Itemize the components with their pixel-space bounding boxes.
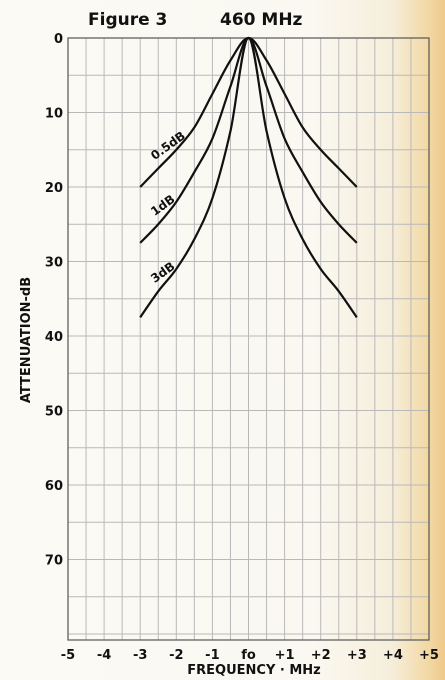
x-tick-label: +3: [347, 648, 367, 663]
x-tick-label: +2: [311, 648, 331, 663]
chart-title: Figure 3: [88, 10, 167, 30]
series-label-1dB: 1dB: [148, 192, 177, 219]
x-tick-label: -3: [133, 648, 147, 663]
series-line-3dB: [139, 36, 358, 319]
y-tick-label: 40: [45, 330, 63, 345]
chart-subtitle: 460 MHz: [220, 10, 303, 30]
y-tick-label: 20: [45, 181, 63, 196]
series-label-3dB: 3dB: [148, 259, 177, 286]
chart-grid: [68, 38, 429, 640]
x-tick-labels: -5 -4 -3 -2 -1 fo +1 +2 +3 +4 +5: [61, 648, 439, 663]
x-tick-label: +4: [383, 648, 403, 663]
y-tick-labels: 0 10 20 30 40 50 60 70: [45, 32, 63, 569]
y-tick-label: 0: [54, 32, 63, 47]
y-tick-label: 10: [45, 107, 63, 122]
x-tick-label: +5: [419, 648, 439, 663]
y-tick-label: 60: [45, 479, 63, 494]
y-tick-label: 50: [45, 405, 63, 420]
x-tick-label: fo: [241, 648, 256, 663]
x-tick-label: +1: [275, 648, 295, 663]
x-axis-label: FREQUENCY · MHz: [187, 663, 320, 678]
x-tick-label: -2: [169, 648, 183, 663]
x-tick-label: -4: [97, 648, 111, 663]
y-axis-label: ATTENUATION-dB: [19, 277, 34, 403]
y-tick-label: 70: [45, 554, 63, 569]
y-tick-label: 30: [45, 256, 63, 271]
x-tick-label: -1: [205, 648, 219, 663]
x-tick-label: -5: [61, 648, 75, 663]
